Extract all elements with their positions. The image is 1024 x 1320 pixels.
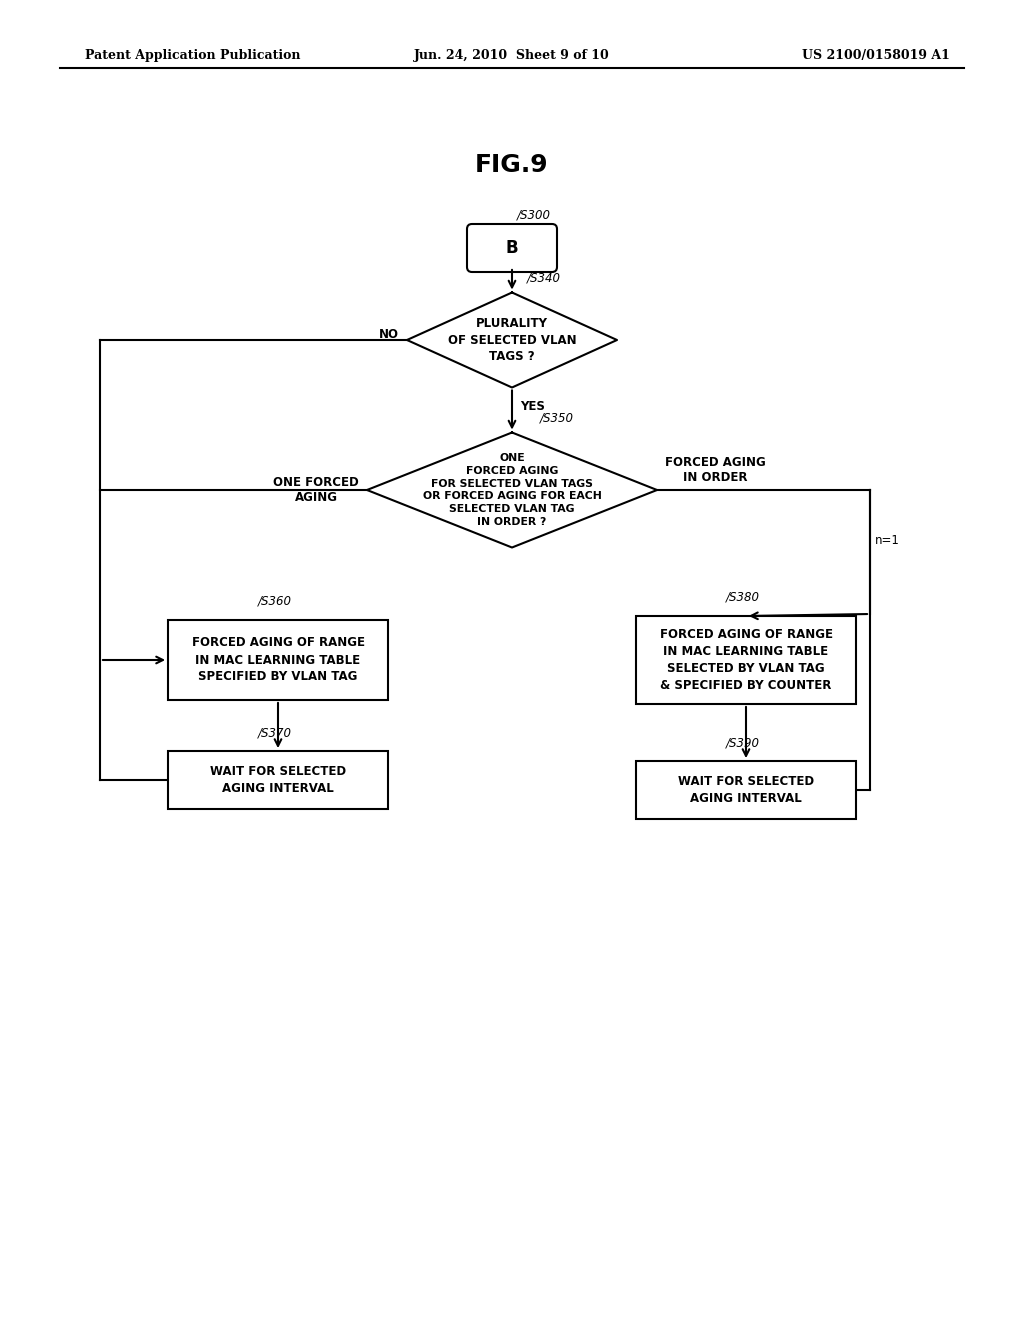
Bar	[636, 616, 856, 704]
Text: WAIT FOR SELECTED
AGING INTERVAL: WAIT FOR SELECTED AGING INTERVAL	[210, 766, 346, 795]
Text: FORCED AGING OF RANGE
IN MAC LEARNING TABLE
SELECTED BY VLAN TAG
& SPECIFIED BY : FORCED AGING OF RANGE IN MAC LEARNING TA…	[659, 628, 833, 692]
Text: /S340: /S340	[527, 272, 561, 285]
Bar	[636, 762, 856, 818]
Text: /S300: /S300	[517, 209, 551, 220]
Text: /S390: /S390	[726, 737, 760, 748]
Text: NO: NO	[379, 329, 399, 342]
Text: /S350: /S350	[540, 412, 574, 425]
Text: US 2100/0158019 A1: US 2100/0158019 A1	[802, 49, 950, 62]
Text: /S380: /S380	[726, 591, 760, 605]
Bar	[168, 751, 388, 809]
Text: WAIT FOR SELECTED
AGING INTERVAL: WAIT FOR SELECTED AGING INTERVAL	[678, 775, 814, 805]
Text: ONE FORCED
AGING: ONE FORCED AGING	[273, 477, 359, 504]
Text: /S370: /S370	[258, 726, 292, 739]
FancyBboxPatch shape	[467, 224, 557, 272]
Text: ONE
FORCED AGING
FOR SELECTED VLAN TAGS
OR FORCED AGING FOR EACH
SELECTED VLAN T: ONE FORCED AGING FOR SELECTED VLAN TAGS …	[423, 453, 601, 527]
Text: FORCED AGING
IN ORDER: FORCED AGING IN ORDER	[665, 455, 766, 484]
Text: PLURALITY
OF SELECTED VLAN
TAGS ?: PLURALITY OF SELECTED VLAN TAGS ?	[447, 317, 577, 363]
Text: n=1: n=1	[874, 533, 900, 546]
Bar	[168, 620, 388, 700]
Text: FIG.9: FIG.9	[475, 153, 549, 177]
Text: B: B	[506, 239, 518, 257]
Text: YES: YES	[520, 400, 545, 412]
Text: Patent Application Publication: Patent Application Publication	[85, 49, 300, 62]
Text: /S360: /S360	[258, 595, 292, 609]
Text: Jun. 24, 2010  Sheet 9 of 10: Jun. 24, 2010 Sheet 9 of 10	[414, 49, 610, 62]
Text: FORCED AGING OF RANGE
IN MAC LEARNING TABLE
SPECIFIED BY VLAN TAG: FORCED AGING OF RANGE IN MAC LEARNING TA…	[191, 636, 365, 684]
